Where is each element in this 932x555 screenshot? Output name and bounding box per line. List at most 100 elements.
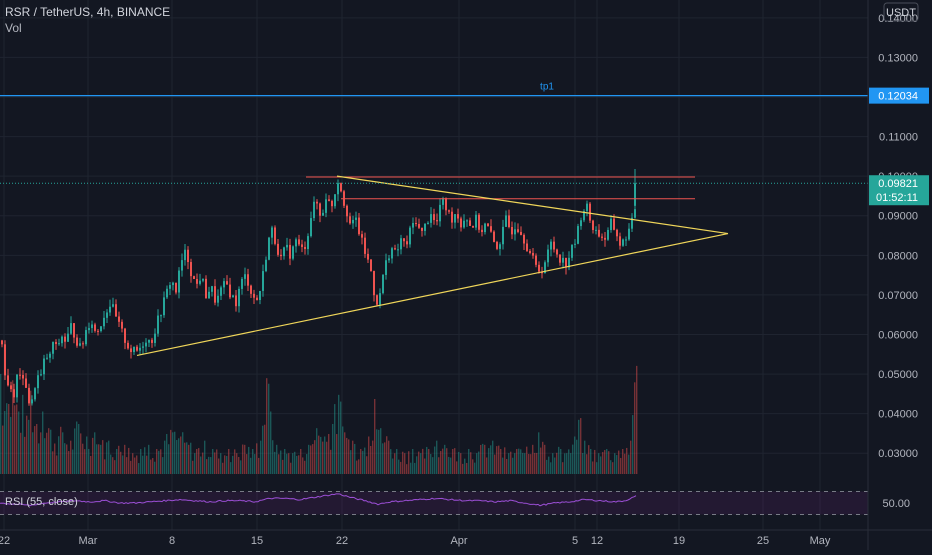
volume-bar (624, 453, 626, 474)
candle-body (499, 244, 501, 249)
volume-bar (82, 443, 84, 474)
candle-body (370, 259, 372, 272)
volume-bar (454, 448, 456, 474)
candle-body (535, 255, 537, 265)
volume-bar (58, 436, 60, 474)
candle-body (49, 353, 51, 358)
rsi-line (0, 493, 637, 507)
volume-bar (104, 459, 106, 474)
volume-bar (350, 450, 352, 474)
volume-bar (116, 449, 118, 474)
candle-body (304, 246, 306, 250)
volume-bar (346, 437, 348, 474)
volume-bar (118, 445, 120, 474)
candle-body (46, 357, 48, 359)
volume-bar (420, 453, 422, 474)
rsi-title: RSI (55, close) (5, 496, 78, 508)
volume-bar (236, 453, 238, 474)
candle-body (391, 248, 393, 259)
volume-bar (446, 448, 448, 474)
volume-bar (224, 455, 226, 474)
drawings-layer[interactable]: tp1 (0, 82, 868, 357)
tp1-price-tag (869, 87, 929, 104)
candle-body (133, 346, 135, 353)
volume-bar (458, 451, 460, 474)
candle-body (172, 282, 174, 286)
volume-bar (70, 440, 72, 474)
candle-body (22, 375, 24, 379)
volume-bar (478, 451, 480, 474)
candle-body (148, 339, 150, 343)
volume-bar (538, 432, 540, 474)
candle-body (262, 271, 264, 291)
volume-bar (170, 429, 172, 474)
volume-bar (344, 432, 346, 474)
volume-bar (50, 429, 52, 474)
grid (0, 0, 868, 530)
price-tick-label: 0.14000 (878, 13, 918, 25)
candle-body (553, 241, 555, 250)
candle-body (571, 244, 573, 258)
resistance-trendline[interactable] (336, 175, 729, 235)
volume-bar (128, 447, 130, 474)
candle-body (118, 316, 120, 322)
volume-bar (382, 443, 384, 474)
volume-bar (402, 451, 404, 474)
volume-bar (16, 404, 18, 474)
volume-bar (268, 383, 270, 474)
price-tick-label: 0.13000 (878, 52, 918, 64)
candle-body (478, 214, 480, 230)
volume-bar (354, 443, 356, 474)
candle-body (622, 239, 624, 246)
support-trendline[interactable] (136, 232, 729, 357)
currency-badge[interactable] (883, 2, 919, 22)
candle-body (325, 199, 327, 213)
volume-bar (10, 416, 12, 474)
candle-body (406, 241, 408, 245)
candle-body (388, 258, 390, 261)
candle-body (94, 324, 96, 331)
time-tick-label: May (810, 535, 831, 547)
candle-body (379, 293, 381, 305)
price-tick-label: 0.06000 (878, 329, 918, 341)
candle-body (301, 244, 303, 247)
volume-bar (540, 447, 542, 474)
candle-body (382, 274, 384, 294)
volume-bar (470, 452, 472, 474)
volume-bar (566, 453, 568, 474)
candle-body (100, 326, 102, 332)
candle-body (256, 297, 258, 301)
volume-bar (302, 457, 304, 474)
volume-bar (132, 453, 134, 474)
volume-bar (136, 455, 138, 474)
candle-body (634, 183, 636, 206)
volume-bar (612, 462, 614, 474)
volume-bar (574, 436, 576, 474)
volume-bar (140, 449, 142, 474)
candle-body (175, 282, 177, 293)
volume-bar (570, 453, 572, 474)
candle-body (448, 210, 450, 212)
candle-body (439, 204, 441, 222)
volume-bar (558, 446, 560, 474)
volume-bar (112, 457, 114, 474)
volume-bar (374, 399, 376, 474)
volume-bar (76, 421, 78, 474)
volume-bar (310, 445, 312, 474)
volume-bar (356, 460, 358, 474)
time-tick-label: Apr (450, 535, 467, 547)
currency-badge-label: USDT (886, 7, 916, 19)
volume-bar (292, 453, 294, 474)
candle-body (613, 218, 615, 230)
candle-body (493, 231, 495, 242)
volume-bar (636, 365, 638, 474)
volume-bar (590, 449, 592, 474)
candle-body (163, 297, 165, 316)
volume-bar (122, 455, 124, 474)
volume-bar (316, 428, 318, 474)
candle-body (220, 287, 222, 296)
volume-bar (542, 441, 544, 474)
